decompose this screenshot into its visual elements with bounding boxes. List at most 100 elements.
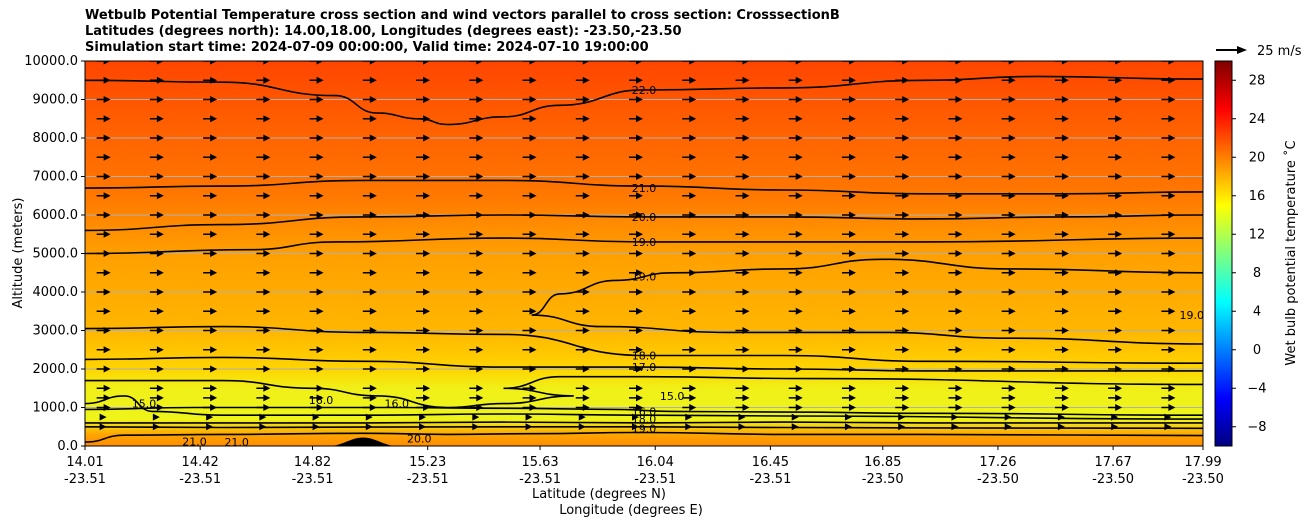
wind-vector: [1004, 423, 1012, 431]
wind-vector: [309, 173, 324, 180]
wind-vector: [735, 192, 750, 200]
wind-vector: [1001, 404, 1016, 411]
wind-vector: [149, 307, 164, 315]
wind-vector: [841, 250, 856, 257]
wind-vector: [682, 61, 697, 65]
wind-vector: [96, 115, 111, 123]
wind-vector: [1108, 269, 1123, 277]
wind-vector: [1161, 365, 1176, 373]
wind-vector-head: [103, 230, 111, 238]
wind-vector: [522, 384, 537, 392]
x-tick-label-lat: 15.23: [409, 455, 446, 470]
wind-vector-head: [316, 61, 324, 65]
colorbar-fill: [1214, 60, 1233, 447]
wind-vector: [1054, 211, 1069, 219]
wind-vector-head: [103, 61, 111, 65]
wind-vector: [1108, 365, 1123, 373]
wind-vector-head: [1004, 413, 1012, 421]
wind-vector: [362, 269, 377, 277]
wind-vector-head: [423, 153, 431, 161]
wind-vector: [469, 327, 484, 334]
wind-vector: [469, 230, 484, 238]
wind-vector: [203, 115, 218, 123]
wind-vector: [96, 153, 111, 161]
wind-vector: [203, 365, 218, 373]
wind-vector: [1161, 269, 1176, 277]
wind-vector-head: [210, 153, 218, 161]
wind-vector: [629, 346, 644, 354]
wind-vector: [149, 384, 164, 392]
wind-vector: [1001, 153, 1016, 161]
wind-vector-head: [689, 307, 697, 315]
wind-vector-head: [582, 230, 590, 238]
wind-vector: [629, 115, 644, 123]
wind-vector: [1054, 153, 1069, 161]
wind-vector-head: [103, 250, 111, 257]
wind-vector-head: [316, 269, 324, 277]
wind-vector-head: [582, 288, 590, 296]
wind-vector-head: [1061, 61, 1069, 65]
wind-vector: [1054, 365, 1069, 373]
wind-vector-head: [210, 327, 218, 334]
wind-vector-head: [1061, 192, 1069, 200]
wind-vector: [788, 288, 803, 296]
wind-vector-head: [795, 365, 803, 373]
wind-vector: [522, 288, 537, 296]
wind-vector-head: [423, 115, 431, 123]
wind-vector: [1057, 413, 1065, 421]
wind-vector: [1164, 423, 1172, 431]
wind-vector-head: [1057, 413, 1065, 421]
wind-vector: [948, 365, 963, 373]
wind-vector-head: [263, 96, 271, 103]
wind-vector: [629, 384, 644, 392]
contour-labels: 22.021.020.019.019.019.018.017.016.0 16.0…: [132, 84, 1204, 449]
wind-vector-head: [1008, 394, 1016, 402]
wind-vector-head: [210, 346, 218, 354]
wind-vector-head: [955, 384, 963, 392]
wind-vector: [416, 404, 431, 411]
wind-vector: [1108, 134, 1123, 142]
wind-vector-head: [636, 394, 644, 402]
wind-vector: [1001, 288, 1016, 296]
wind-vector-head: [103, 327, 111, 334]
wind-vector: [362, 365, 377, 373]
wind-vector-head: [1008, 404, 1016, 411]
wind-vector: [1004, 413, 1012, 421]
wind-vector: [419, 413, 427, 421]
wind-vector-head: [1008, 76, 1016, 84]
wind-vector: [578, 413, 586, 421]
wind-vector: [416, 394, 431, 402]
wind-vector-head: [423, 365, 431, 373]
wind-vector-head: [1115, 192, 1123, 200]
wind-vector: [682, 288, 697, 296]
wind-vector-head: [1061, 96, 1069, 103]
wind-vector: [522, 61, 537, 65]
wind-vector: [1108, 61, 1123, 65]
wind-vector-head: [156, 250, 164, 257]
wind-vector-head: [423, 134, 431, 142]
wind-vector-head: [369, 288, 377, 296]
wind-vector: [1054, 346, 1069, 354]
wind-vector: [522, 269, 537, 277]
wind-vector: [578, 423, 586, 431]
contour-label: 19.0: [632, 236, 657, 249]
wind-vector-head: [156, 192, 164, 200]
wind-vector-head: [529, 307, 537, 315]
wind-vector: [948, 269, 963, 277]
wind-vector-head: [369, 365, 377, 373]
wind-vector: [96, 134, 111, 142]
wind-vector-head: [636, 288, 644, 296]
wind-vector-head: [263, 404, 271, 411]
wind-vector-head: [476, 394, 484, 402]
wind-vector: [416, 346, 431, 354]
wind-vector-head: [795, 404, 803, 411]
wind-vector-head: [1115, 211, 1123, 219]
wind-vector-head: [689, 211, 697, 219]
wind-vector-head: [156, 307, 164, 315]
wind-vector: [203, 307, 218, 315]
wind-vector-head: [636, 192, 644, 200]
wind-vector: [682, 269, 697, 277]
wind-vector-head: [316, 404, 324, 411]
wind-vector: [203, 327, 218, 334]
wind-vector: [149, 96, 164, 103]
